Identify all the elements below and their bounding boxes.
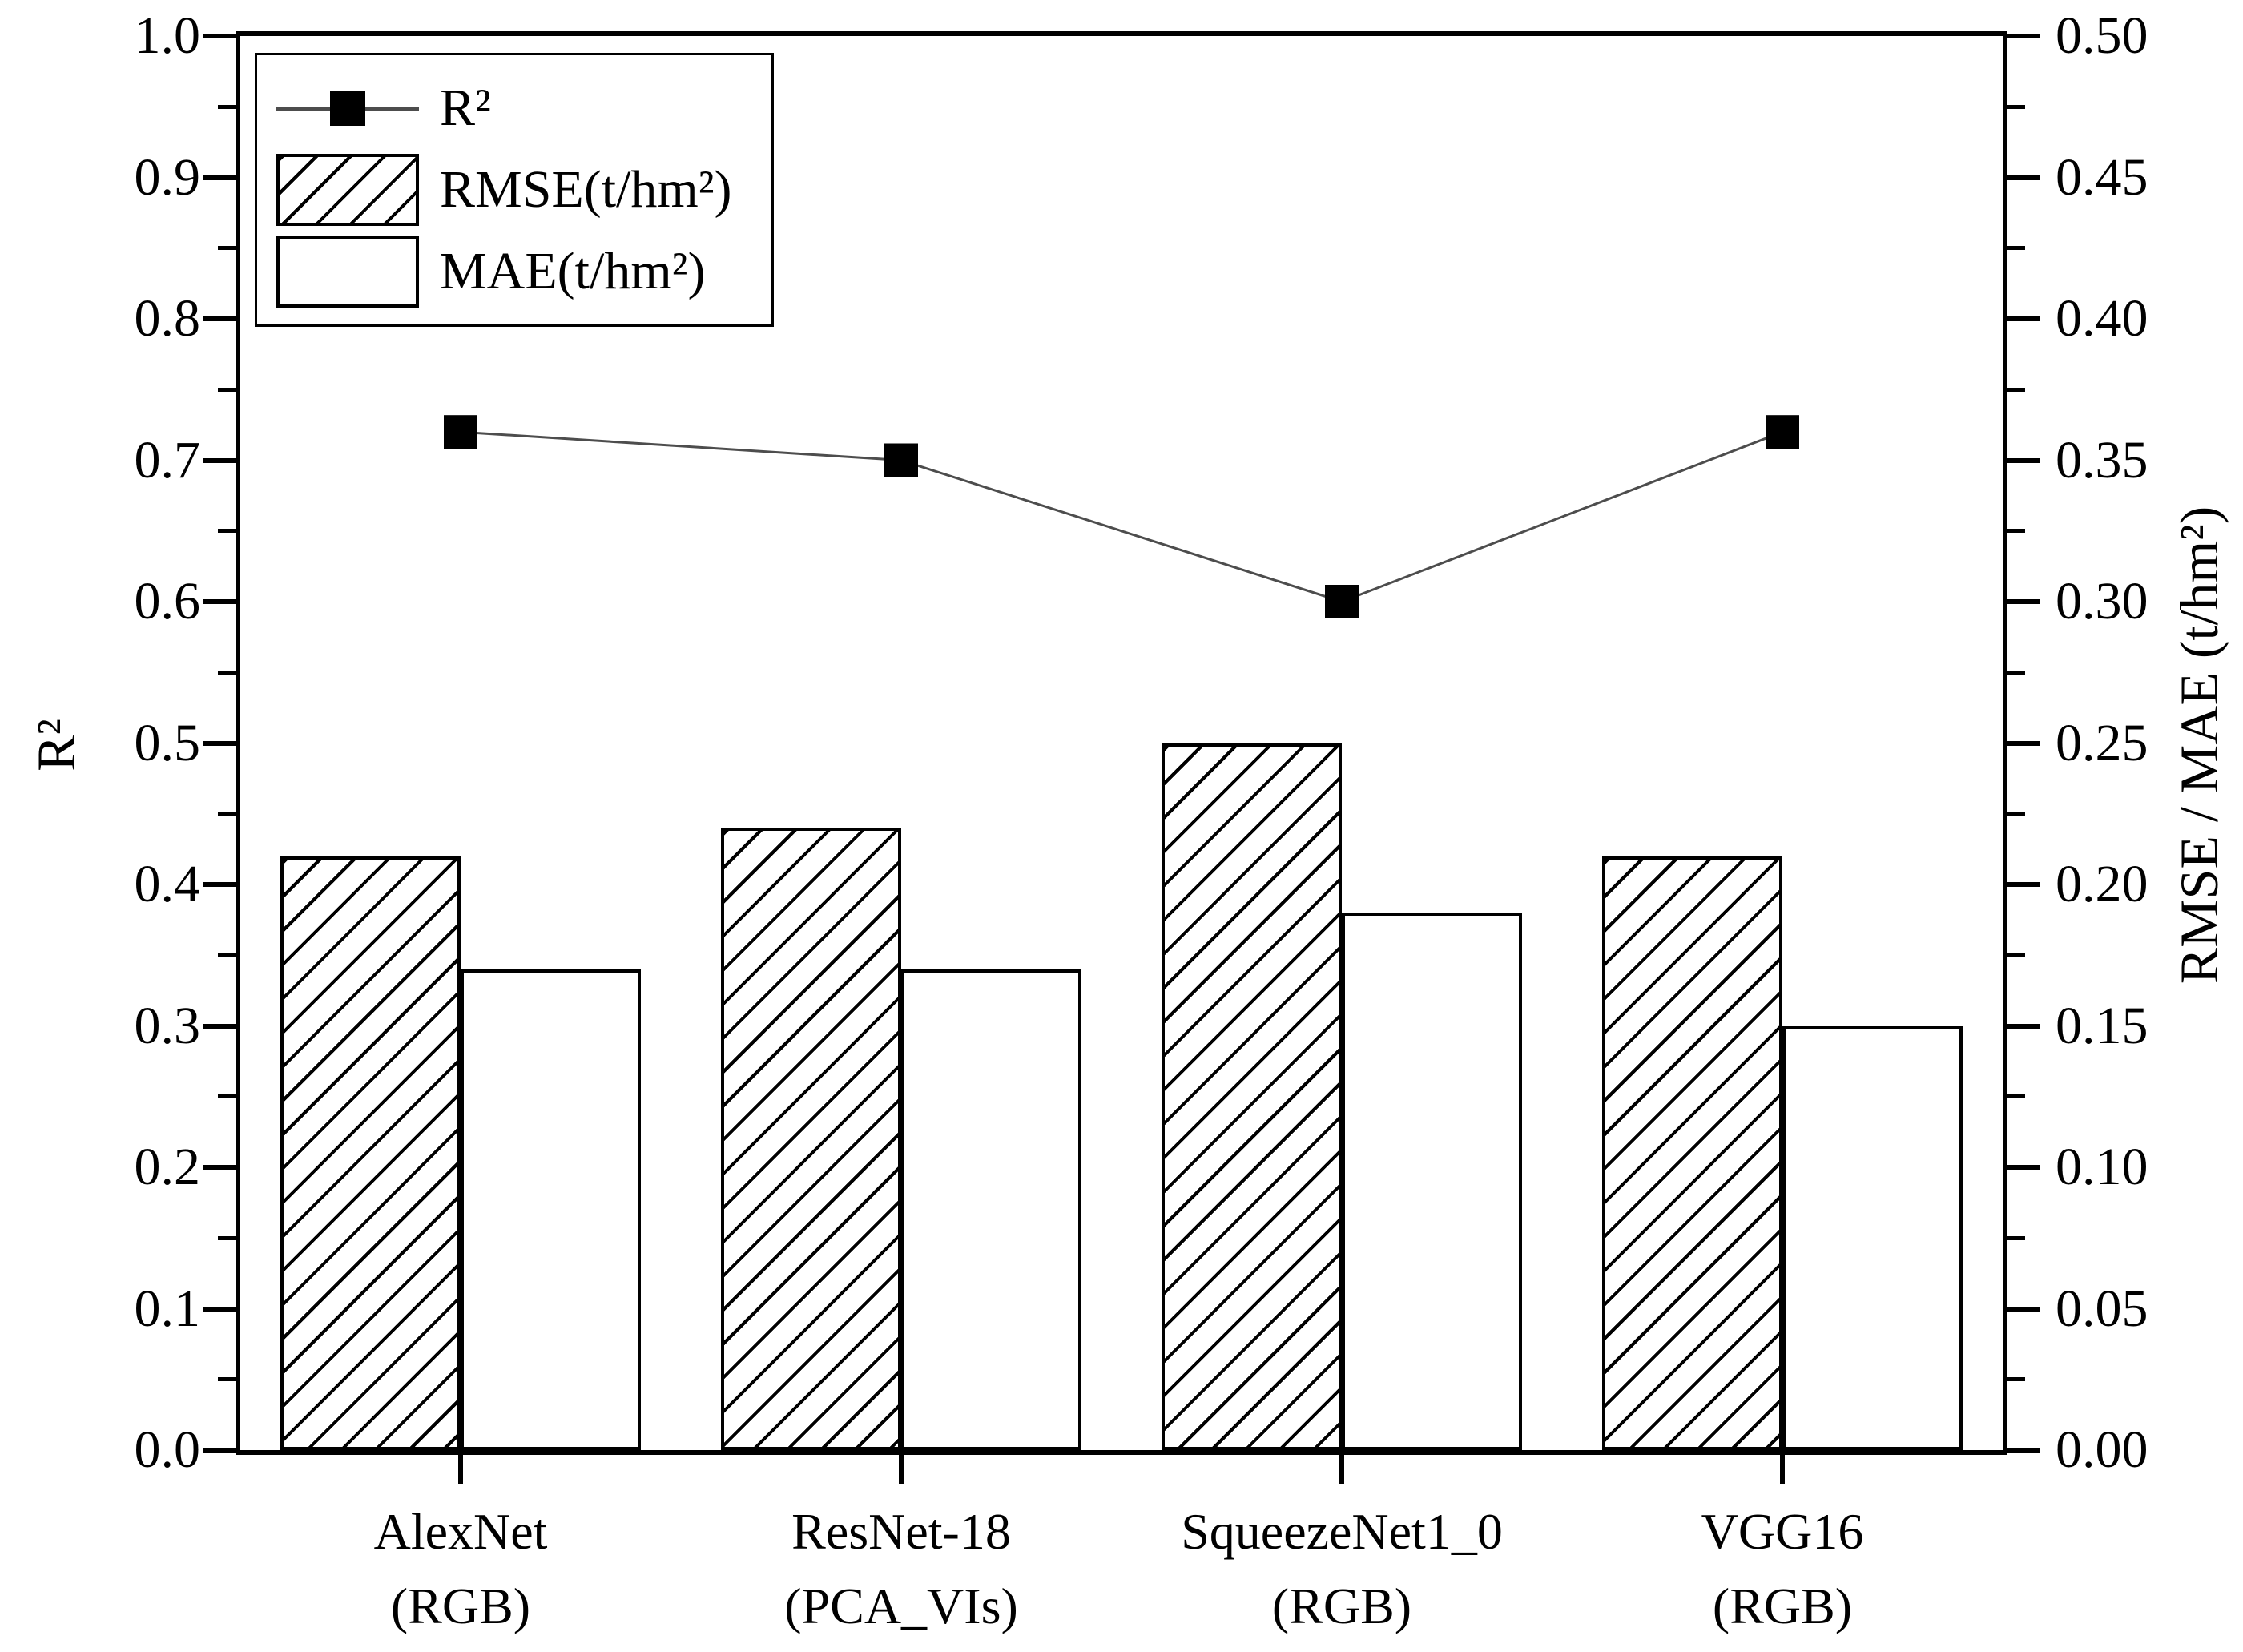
- r2-square-marker: [1325, 585, 1359, 618]
- right-axis-major-tick: [2003, 316, 2040, 321]
- mae-bar: [1342, 913, 1522, 1450]
- right-axis-tick-label: 0.05: [2056, 1279, 2148, 1338]
- left-axis-minor-tick: [218, 1235, 240, 1240]
- right-axis-major-tick: [2003, 599, 2040, 604]
- left-axis-tick-label: 0.4: [134, 855, 201, 913]
- right-axis-major-tick: [2003, 740, 2040, 746]
- x-axis-category-label: VGG16 (RGB): [1701, 1503, 1864, 1634]
- left-axis-minor-tick: [218, 1377, 240, 1382]
- right-axis-major-tick: [2003, 175, 2040, 180]
- left-axis-tick-label: 1.0: [134, 6, 201, 65]
- mae-bar: [901, 969, 1081, 1450]
- right-axis-minor-tick: [2003, 104, 2025, 109]
- left-axis-tick-label: 0.7: [134, 430, 201, 490]
- right-axis-tick-label: 0.50: [2056, 6, 2148, 65]
- left-axis-minor-tick: [218, 387, 240, 392]
- left-axis-tick-label: 0.8: [134, 289, 201, 348]
- left-axis-minor-tick: [218, 104, 240, 109]
- right-axis-tick-label: 0.40: [2056, 289, 2148, 348]
- left-axis-major-tick: [203, 316, 240, 321]
- x-axis-major-tick: [1780, 1450, 1785, 1484]
- left-axis-tick-label: 0.9: [134, 147, 201, 207]
- right-axis-major-tick: [2003, 1023, 2040, 1029]
- right-axis-minor-tick: [2003, 1235, 2025, 1240]
- left-axis-tick-label: 0.1: [134, 1279, 201, 1338]
- legend-square-marker-icon: [330, 91, 365, 126]
- right-axis-tick-label: 0.30: [2056, 572, 2148, 631]
- legend-label-mae: MAE(t/hm²): [440, 242, 706, 300]
- legend-hatched-swatch: [276, 154, 419, 226]
- r2-line: [460, 430, 1783, 603]
- right-axis-minor-tick: [2003, 1094, 2025, 1099]
- left-axis-tick-label: 0.3: [134, 996, 201, 1055]
- left-axis-minor-tick: [218, 246, 240, 251]
- x-axis-category-label: SqueezeNet1_0 (RGB): [1181, 1503, 1503, 1634]
- right-axis-major-tick: [2003, 1306, 2040, 1312]
- right-axis-major-tick: [2003, 1448, 2040, 1453]
- rmse-bar: [1602, 856, 1782, 1450]
- left-axis-tick-label: 0.0: [134, 1420, 201, 1479]
- x-axis-major-tick: [899, 1450, 904, 1484]
- right-axis-minor-tick: [2003, 246, 2025, 251]
- left-axis-tick-label: 0.6: [134, 572, 201, 631]
- right-axis-minor-tick: [2003, 1377, 2025, 1382]
- rmse-bar: [280, 856, 461, 1450]
- x-axis-category-label: ResNet-18 (PCA_VIs): [784, 1503, 1018, 1634]
- left-axis-major-tick: [203, 740, 240, 746]
- mae-bar: [461, 969, 641, 1450]
- left-axis-minor-tick: [218, 670, 240, 675]
- legend-line-marker-swatch: [276, 72, 419, 144]
- legend-item-mae: MAE(t/hm²): [276, 235, 752, 308]
- legend-label-rmse: RMSE(t/hm²): [440, 160, 732, 219]
- legend-item-r2: R²: [276, 71, 752, 145]
- left-axis-minor-tick: [218, 953, 240, 957]
- left-axis-major-tick: [203, 1306, 240, 1312]
- rmse-bar: [1162, 743, 1342, 1450]
- right-axis-tick-label: 0.15: [2056, 996, 2148, 1055]
- right-axis-tick-label: 0.45: [2056, 147, 2148, 207]
- left-axis-minor-tick: [218, 1094, 240, 1099]
- r2-square-marker: [884, 443, 918, 477]
- x-axis-major-tick: [458, 1450, 463, 1484]
- left-axis-major-tick: [203, 175, 240, 180]
- x-axis-category-label: AlexNet (RGB): [373, 1503, 548, 1634]
- left-axis-major-tick: [203, 1448, 240, 1453]
- right-axis-tick-label: 0.35: [2056, 430, 2148, 490]
- left-axis-tick-label: 0.5: [134, 713, 201, 772]
- right-axis-minor-tick: [2003, 953, 2025, 957]
- left-axis-major-tick: [203, 1023, 240, 1029]
- right-axis-major-tick: [2003, 457, 2040, 463]
- right-axis-major-tick: [2003, 34, 2040, 38]
- left-axis-tick-label: 0.2: [134, 1138, 201, 1196]
- mae-bar: [1782, 1025, 1963, 1450]
- left-axis-major-tick: [203, 882, 240, 887]
- legend-label-r2: R²: [440, 79, 491, 137]
- legend-box: R² RMSE(t/hm²) MAE(t/hm²): [255, 53, 774, 327]
- left-axis-major-tick: [203, 599, 240, 604]
- left-axis-major-tick: [203, 457, 240, 463]
- left-axis-minor-tick: [218, 529, 240, 534]
- left-axis-minor-tick: [218, 812, 240, 816]
- r2-line-layer: [444, 415, 1799, 618]
- right-axis-minor-tick: [2003, 812, 2025, 816]
- right-axis-minor-tick: [2003, 529, 2025, 534]
- right-axis-minor-tick: [2003, 387, 2025, 392]
- right-axis-tick-label: 0.25: [2056, 713, 2148, 772]
- right-axis-major-tick: [2003, 1165, 2040, 1170]
- rmse-bar: [721, 828, 901, 1450]
- x-axis-major-tick: [1339, 1450, 1344, 1484]
- legend-item-rmse: RMSE(t/hm²): [276, 153, 752, 227]
- legend-open-swatch: [276, 236, 419, 308]
- right-axis-tick-label: 0.20: [2056, 855, 2148, 913]
- left-axis-major-tick: [203, 1165, 240, 1170]
- right-axis-tick-label: 0.00: [2056, 1420, 2148, 1479]
- r2-square-marker: [444, 415, 477, 449]
- right-axis-major-tick: [2003, 882, 2040, 887]
- left-axis-major-tick: [203, 34, 240, 38]
- right-axis-tick-label: 0.10: [2056, 1138, 2148, 1196]
- r2-square-marker: [1766, 415, 1799, 449]
- right-axis-minor-tick: [2003, 670, 2025, 675]
